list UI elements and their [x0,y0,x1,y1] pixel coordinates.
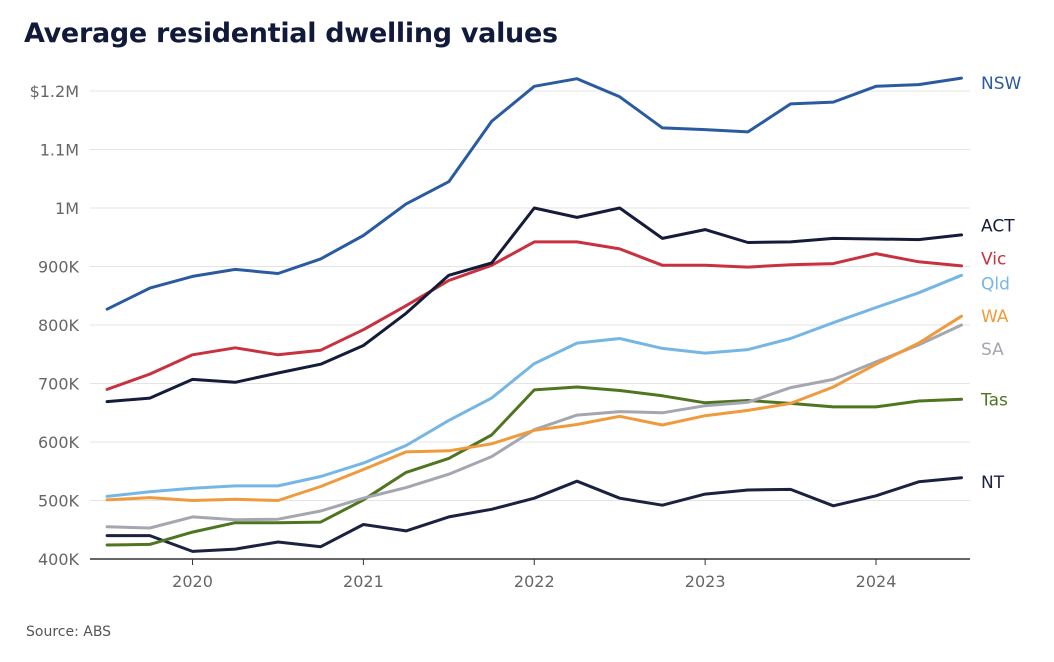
source-note: Source: ABS [26,624,112,640]
y-tick-label: 1M [55,199,79,218]
series-label-wa: WA [981,307,1009,327]
series-line-nt [105,476,963,553]
y-tick-label: 400K [38,550,80,569]
series-end-labels: NSW ACT Vic Qld WA SA Tas NT [980,74,1022,493]
series-label-sa: SA [981,340,1004,360]
series-label-nt: NT [981,473,1005,493]
series-line-nsw [105,76,963,311]
series-line-vic [105,240,963,391]
series-lines [105,76,963,553]
series-line-act [105,206,963,404]
series-label-nsw: NSW [981,74,1022,94]
series-label-vic: Vic [981,249,1006,269]
x-tick-label: 2021 [343,572,384,591]
x-tick-label: 2020 [172,572,213,591]
y-tick-label: 1.1M [40,141,79,160]
gridlines [90,90,970,501]
series-line-wa [105,314,963,502]
y-tick-label: 600K [38,433,80,452]
chart-title: Average residential dwelling values [24,18,558,49]
x-tick-label: 2024 [856,572,897,591]
x-tick-label: 2022 [514,572,555,591]
series-label-qld: Qld [981,274,1010,294]
series-label-act: ACT [981,217,1015,237]
y-axis-ticks: 400K 500K 600K 700K 800K 900K 1M 1.1M $1.2M [30,82,80,569]
series-label-tas: Tas [980,390,1008,410]
series-line-tas [105,385,963,547]
y-tick-label: 700K [38,375,80,394]
x-axis-ticks: 2020 2021 2022 2023 2024 [172,559,896,591]
x-tick-label: 2023 [685,572,726,591]
series-line-qld [105,273,963,498]
y-tick-label: $1.2M [30,82,79,101]
y-tick-label: 500K [38,492,80,511]
y-tick-label: 900K [38,258,80,277]
y-tick-label: 800K [38,316,80,335]
